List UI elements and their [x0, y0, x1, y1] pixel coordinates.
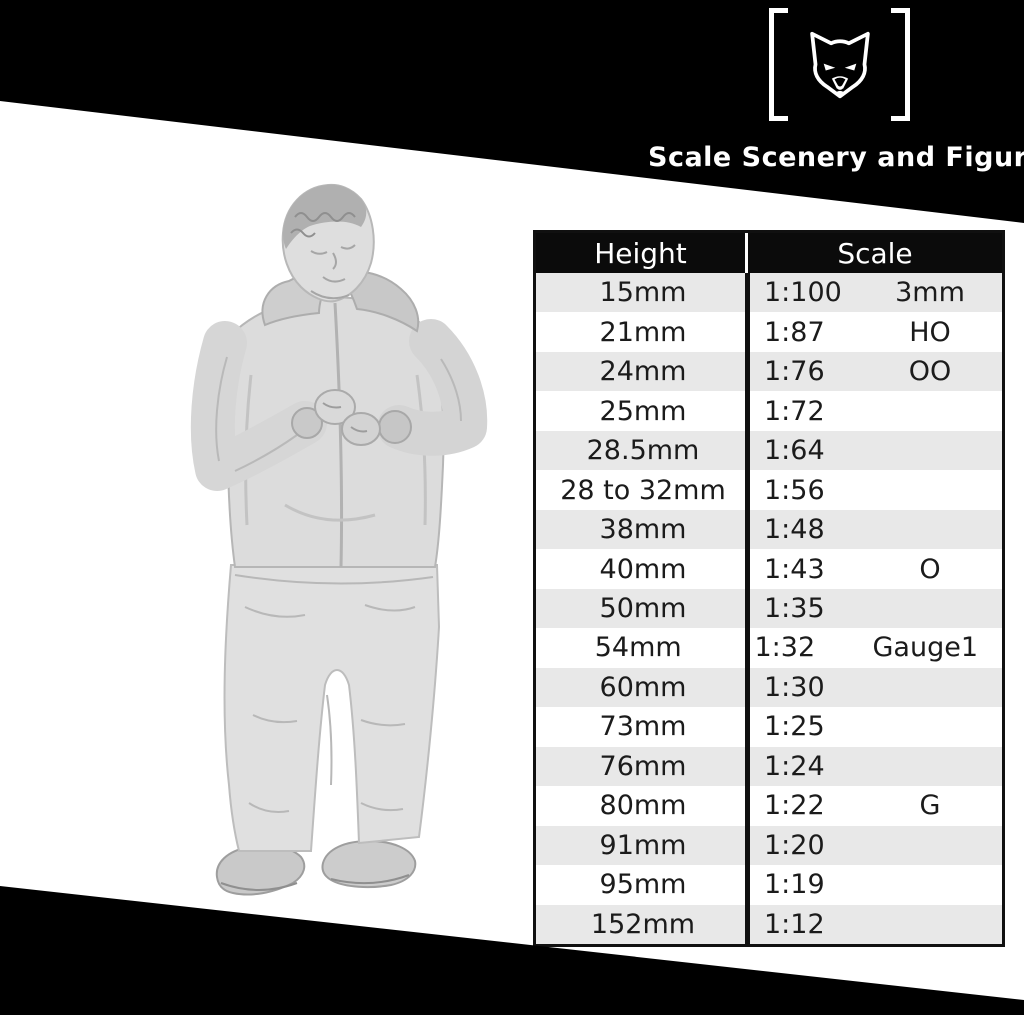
scale-cell: 1:43 O: [750, 554, 1002, 585]
height-cell: 54mm: [594, 632, 682, 664]
scale-ratio: 1:19: [764, 869, 825, 901]
table-row: 54mm 1:32 Gauge1: [536, 628, 1002, 668]
scale-column-header: Scale: [748, 233, 1002, 273]
gauge-name: OO: [908, 356, 952, 388]
scale-ratio: 1:20: [764, 829, 825, 861]
bracket-right-icon: [891, 8, 910, 121]
scale-ratio: 1:25: [764, 711, 825, 743]
scale-cell: 1:100 3mm: [750, 277, 1002, 308]
height-cell: 28.5mm: [586, 435, 700, 467]
height-cell: 28 to 32mm: [560, 474, 726, 506]
scale-ratio: 1:48: [764, 514, 825, 546]
scale-cell: 1:19: [750, 869, 1002, 900]
gauge-name: HO: [909, 316, 951, 348]
scale-ratio: 1:87: [764, 316, 825, 348]
table-row: 60mm 1:30: [536, 667, 1002, 708]
scale-ratio: 1:12: [764, 908, 825, 940]
table-row: 24mm 1:76 OO: [536, 351, 1002, 392]
gauge-name: G: [919, 790, 941, 822]
scale-cell: 1:72: [750, 396, 1002, 427]
scale-cell: 1:30: [750, 672, 1002, 703]
height-cell: 25mm: [599, 395, 687, 427]
height-cell: 76mm: [599, 750, 687, 782]
scale-cell: 1:12: [750, 909, 1002, 940]
height-cell: 50mm: [599, 592, 687, 624]
height-cell: 15mm: [599, 277, 687, 309]
table-row: 40mm 1:43 O: [536, 549, 1002, 589]
scale-ratio: 1:76: [764, 356, 825, 388]
scale-ratio: 1:30: [764, 671, 825, 703]
wolf-icon: [810, 31, 870, 99]
height-cell: 73mm: [599, 711, 687, 743]
gauge-name: O: [919, 553, 941, 585]
column-divider: [745, 273, 750, 944]
height-cell: 91mm: [599, 829, 687, 861]
scale-table: Height Scale 15mm 1:100 3mm 21mm 1:87: [533, 230, 1005, 947]
brand-logo: Scale Scenery and Figures: [0, 0, 1024, 223]
table-row: 152mm 1:12: [536, 904, 1002, 944]
table-row: 28 to 32mm 1:56: [536, 470, 1002, 510]
height-cell: 60mm: [599, 671, 687, 703]
table-row: 91mm 1:20: [536, 825, 1002, 866]
table-row: 21mm 1:87 HO: [536, 312, 1002, 352]
scale-cell: 1:20: [750, 830, 1002, 861]
table-body: 15mm 1:100 3mm 21mm 1:87 HO 24mm: [536, 273, 1002, 944]
height-cell: 152mm: [590, 908, 696, 940]
brand-title: Scale Scenery and Figures: [648, 142, 1024, 173]
table-row: 15mm 1:100 3mm: [536, 273, 1002, 313]
scale-ratio: 1:72: [764, 395, 825, 427]
scale-ratio: 1:24: [764, 750, 825, 782]
table-row: 76mm 1:24: [536, 746, 1002, 787]
scale-ratio: 1:56: [764, 474, 825, 506]
scale-ratio: 1:35: [764, 592, 825, 624]
scale-cell: 1:22 G: [750, 790, 1002, 821]
table-row: 38mm 1:48: [536, 509, 1002, 550]
height-cell: 24mm: [599, 356, 687, 388]
scale-ratio: 1:43: [764, 553, 825, 585]
figure-3d-scan-man-checking-watch: [190, 183, 488, 896]
scale-cell: 1:48: [750, 514, 1002, 545]
scale-cell: 1:25: [750, 711, 1002, 742]
height-cell: 80mm: [599, 790, 687, 822]
table-row: 50mm 1:35: [536, 588, 1002, 629]
scale-cell: 1:24: [750, 751, 1002, 782]
table-row: 25mm 1:72: [536, 391, 1002, 431]
table-row: 28.5mm 1:64: [536, 430, 1002, 471]
table-row: 73mm 1:25: [536, 707, 1002, 747]
scale-cell: 1:64: [750, 435, 1002, 466]
scale-cell: 1:87 HO: [750, 317, 1002, 348]
gauge-name: 3mm: [895, 277, 965, 309]
scale-cell: 1:76 OO: [750, 356, 1002, 387]
scale-ratio: 1:22: [764, 790, 825, 822]
scale-ratio: 1:100: [764, 277, 842, 309]
scale-cell: 1:35: [750, 593, 1002, 624]
scale-cell: 1:56: [750, 475, 1002, 506]
scale-ratio: 1:32: [754, 632, 816, 664]
height-cell: 95mm: [599, 869, 687, 901]
scale-ratio: 1:64: [764, 435, 825, 467]
gauge-name: Gauge1: [872, 632, 978, 664]
table-row: 95mm 1:19: [536, 865, 1002, 905]
height-cell: 38mm: [599, 514, 687, 546]
height-cell: 21mm: [599, 316, 687, 348]
height-cell: 40mm: [599, 553, 687, 585]
table-header: Height Scale: [536, 233, 1002, 273]
height-column-header: Height: [536, 233, 745, 273]
scale-cell: 1:32 Gauge1: [740, 632, 1002, 663]
table-row: 80mm 1:22 G: [536, 786, 1002, 826]
bracket-left-icon: [769, 8, 788, 121]
